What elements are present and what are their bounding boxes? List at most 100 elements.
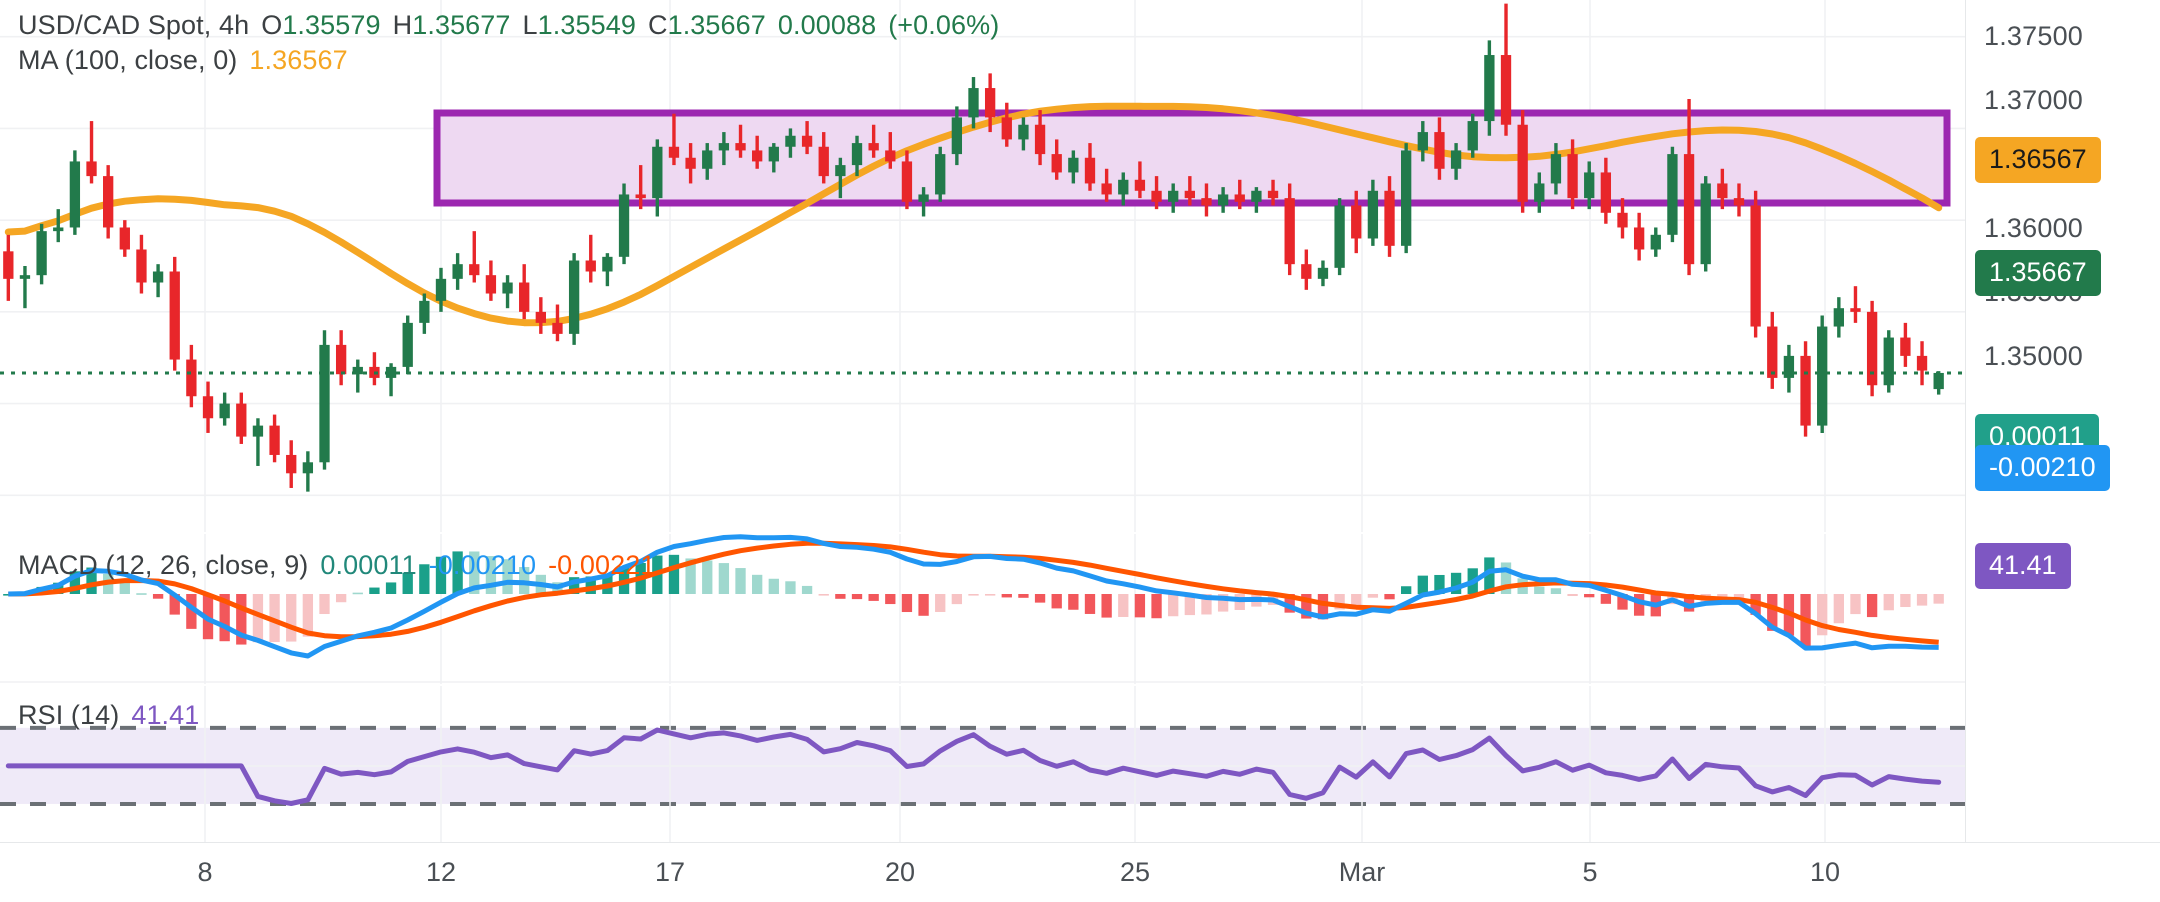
macd-hist-bar (685, 558, 696, 594)
ma-price-badge[interactable]: 1.36567 (1975, 137, 2101, 183)
macd-hist-bar (1334, 594, 1345, 610)
candle-body (652, 146, 663, 199)
macd-hist-bar (252, 594, 264, 643)
candle-body (552, 322, 563, 334)
candle-body (1184, 190, 1195, 199)
macd-hist-bar (1134, 594, 1146, 618)
candle-body (835, 165, 846, 177)
macd-hist-bar (53, 582, 64, 594)
rsi-panel[interactable] (0, 686, 1965, 842)
candle-body (169, 271, 180, 360)
macd-hist-bar (1084, 594, 1096, 614)
rsi-plot (0, 686, 1965, 842)
candle-body (1401, 150, 1412, 246)
candle-body (735, 143, 746, 151)
price-scale[interactable]: 1.375001.370001.360001.355001.350001.365… (1965, 0, 2160, 842)
macd-hist-bar (1817, 594, 1828, 636)
candle-body (302, 462, 314, 474)
macd-hist-bar (1434, 574, 1445, 594)
macd-hist-bar (152, 594, 164, 599)
macd-hist-bar (835, 594, 846, 599)
rsi-value-badge[interactable]: 41.41 (1975, 543, 2071, 589)
candle-body (602, 256, 613, 272)
candle-body (1733, 198, 1745, 206)
candle-body (1168, 190, 1179, 202)
macd-hist-bar (1600, 594, 1612, 604)
candle-body (1467, 121, 1478, 151)
candle-body (286, 454, 297, 474)
macd-hist-bar (1633, 594, 1645, 616)
macd-hist-bar (951, 594, 963, 605)
macd-hist-bar (69, 571, 81, 594)
macd-line-badge[interactable]: -0.00210 (1975, 445, 2110, 491)
candle-body (718, 143, 730, 151)
candle-body (1767, 326, 1778, 378)
candle-body (1384, 190, 1395, 246)
candle-body (86, 161, 97, 177)
macd-hist-bar (86, 567, 97, 594)
candle-body (53, 227, 64, 232)
last-price-badge[interactable]: 1.35667 (1975, 250, 2101, 296)
candle-body (885, 150, 896, 162)
macd-hist-bar (502, 559, 513, 594)
candle-body (1817, 326, 1828, 426)
macd-hist-bar (1484, 557, 1495, 594)
macd-hist-bar (718, 563, 730, 594)
macd-hist-bar (1534, 586, 1545, 594)
time-scale[interactable]: 8 12 17 20 25 Mar 5 10 (0, 842, 2160, 902)
candle-body (319, 344, 330, 463)
macd-hist-bar (302, 594, 314, 637)
candle-body (702, 150, 713, 169)
macd-hist-bar (119, 582, 130, 594)
price-panel[interactable] (0, 0, 1965, 532)
candle-body (1933, 372, 1944, 390)
macd-hist-bar (1450, 572, 1462, 594)
candle-body (1800, 355, 1811, 426)
candle-body (685, 157, 696, 169)
candle-body (1317, 267, 1329, 279)
candle-body (1534, 183, 1545, 202)
macd-hist-bar (585, 576, 596, 594)
candle-body (119, 227, 130, 250)
macd-hist-bar (901, 594, 913, 613)
candle-body (1584, 172, 1595, 199)
candle-body (202, 396, 214, 419)
candle-body (1617, 212, 1628, 228)
candle-body (618, 194, 630, 257)
macd-hist-bar (369, 587, 380, 594)
macd-hist-bar (1900, 594, 1911, 608)
macd-panel[interactable] (0, 534, 1965, 684)
macd-hist-bar (1933, 594, 1944, 604)
macd-hist-bar (1301, 594, 1312, 619)
macd-hist-bar (918, 594, 929, 616)
macd-hist-bar (1101, 594, 1112, 618)
macd-hist-bar (1850, 594, 1861, 615)
macd-hist-bar (1733, 594, 1745, 599)
macd-hist-bar (269, 594, 280, 643)
candle-body (1866, 311, 1878, 386)
candle-body (36, 231, 47, 276)
macd-hist-bar (1883, 594, 1894, 611)
candle-body (1018, 124, 1029, 140)
candle-body (918, 194, 929, 202)
candle-body (186, 359, 197, 397)
candle-body (103, 176, 114, 228)
macd-hist-bar (1567, 594, 1578, 597)
macd-hist-bar (1367, 594, 1379, 598)
candle-body (1500, 55, 1512, 125)
macd-hist-bar (1051, 594, 1062, 609)
macd-hist-bar (1916, 594, 1928, 606)
candle-body (1351, 205, 1362, 239)
time-tick-17: 17 (654, 857, 686, 887)
macd-hist-bar (968, 594, 979, 596)
candle-body (335, 344, 347, 375)
macd-hist-bar (1500, 562, 1512, 594)
candle-body (1234, 194, 1245, 202)
macd-hist-bar (1417, 575, 1428, 594)
macd-hist-bar (851, 594, 863, 600)
candle-body (136, 249, 147, 283)
candle-body (1267, 190, 1279, 199)
macd-hist-bar (1118, 594, 1129, 617)
candle-body (269, 425, 280, 455)
